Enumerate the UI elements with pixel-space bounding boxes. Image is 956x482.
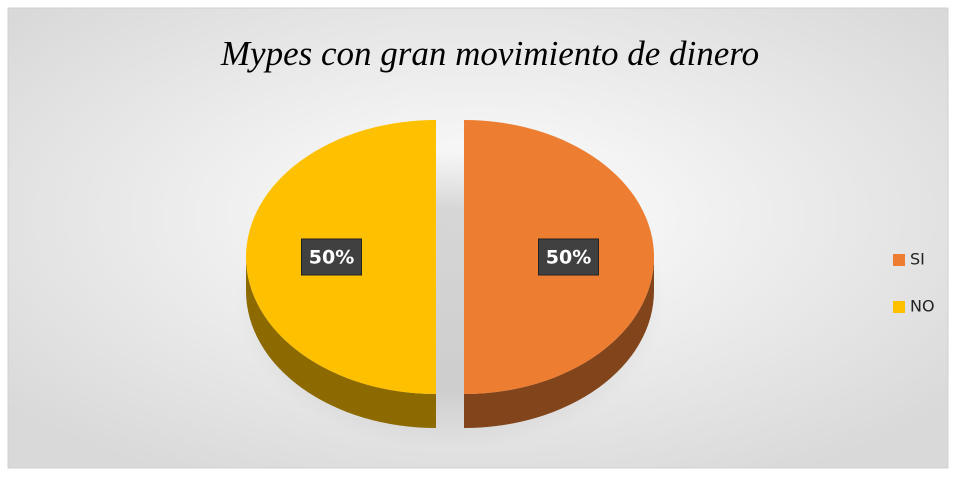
- chart-title: Mypes con gran movimiento de dinero: [220, 34, 759, 73]
- data-label: 50%: [546, 247, 591, 269]
- legend-swatch: [893, 301, 905, 313]
- slice-side: [246, 257, 436, 428]
- data-label: 50%: [309, 247, 354, 269]
- legend-label: NO: [910, 297, 935, 316]
- data-label-box: [301, 238, 362, 276]
- data-label-box: [538, 238, 599, 276]
- legend-label: SI: [910, 250, 925, 269]
- legend-swatch: [893, 254, 905, 266]
- slice-side: [464, 257, 654, 428]
